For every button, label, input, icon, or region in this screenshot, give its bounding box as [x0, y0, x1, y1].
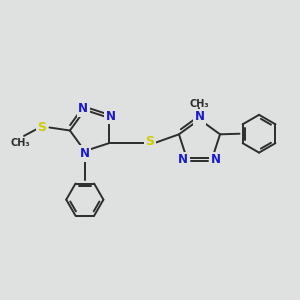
Text: N: N [78, 102, 88, 115]
Text: N: N [211, 154, 221, 166]
Text: CH₃: CH₃ [11, 137, 30, 148]
Text: S: S [38, 121, 46, 134]
Text: CH₃: CH₃ [189, 99, 209, 109]
Text: N: N [194, 110, 205, 124]
Text: N: N [178, 154, 188, 166]
Text: S: S [146, 135, 154, 148]
Text: N: N [80, 147, 90, 160]
Text: N: N [106, 110, 116, 123]
